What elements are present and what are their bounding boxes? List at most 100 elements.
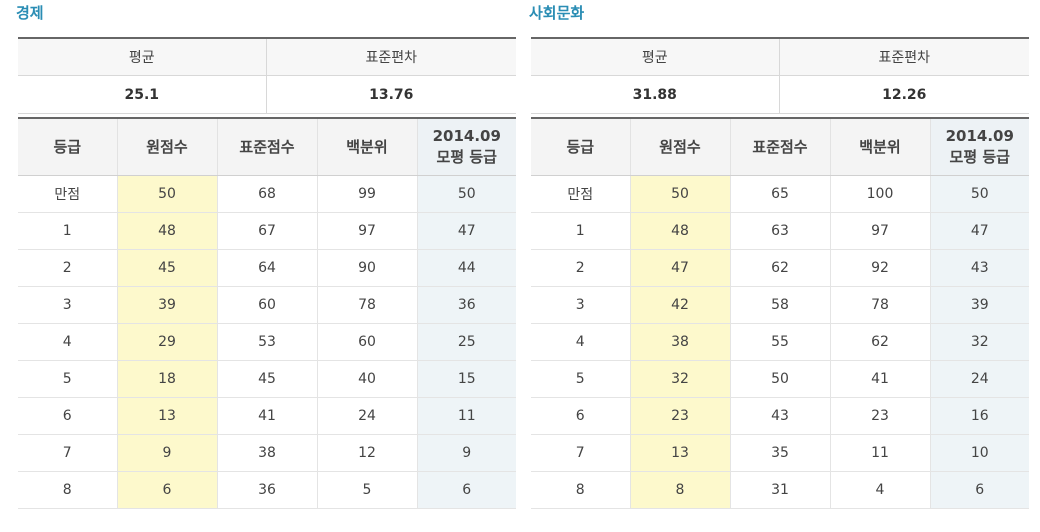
standard-score-cell: 36 <box>217 471 318 509</box>
table-row: 7 9 38 12 9 <box>18 434 516 472</box>
summary-table: 평균 표준편차 25.1 13.76 <box>18 37 516 114</box>
percentile-cell: 24 <box>317 397 418 435</box>
percentile-cell: 97 <box>830 212 931 250</box>
standard-score-cell: 45 <box>217 360 318 398</box>
grade-cell: 2 <box>531 249 631 287</box>
raw-score-cell: 13 <box>117 397 218 435</box>
grade-table-header-row: 등급 원점수 표준점수 백분위 2014.09 모평 등급 <box>18 118 516 176</box>
table-row: 1 48 67 97 47 <box>18 212 516 250</box>
raw-score-cell: 23 <box>630 397 731 435</box>
percentile-cell: 60 <box>317 323 418 361</box>
raw-score-cell: 38 <box>630 323 731 361</box>
raw-score-cell: 32 <box>630 360 731 398</box>
raw-score-cell: 45 <box>117 249 218 287</box>
grade-cell: 4 <box>18 323 118 361</box>
table-row: 3 39 60 78 36 <box>18 286 516 324</box>
mock-grade-cell: 50 <box>417 175 516 213</box>
table-row: 만점 50 68 99 50 <box>18 175 516 213</box>
col-header-percentile: 백분위 <box>830 118 931 176</box>
grade-cell: 5 <box>18 360 118 398</box>
grade-cell: 6 <box>18 397 118 435</box>
col-header-raw: 원점수 <box>117 118 218 176</box>
col-header-mock-line1: 2014.09 <box>945 127 1014 145</box>
mock-grade-cell: 10 <box>930 434 1029 472</box>
mock-grade-cell: 44 <box>417 249 516 287</box>
standard-score-cell: 67 <box>217 212 318 250</box>
raw-score-cell: 29 <box>117 323 218 361</box>
mock-grade-cell: 25 <box>417 323 516 361</box>
col-header-percentile: 백분위 <box>317 118 418 176</box>
raw-score-cell: 39 <box>117 286 218 324</box>
mock-grade-cell: 6 <box>930 471 1029 509</box>
table-row: 6 13 41 24 11 <box>18 397 516 435</box>
grade-cell: 1 <box>18 212 118 250</box>
percentile-cell: 90 <box>317 249 418 287</box>
mock-grade-cell: 6 <box>417 471 516 509</box>
percentile-cell: 100 <box>830 175 931 213</box>
mock-grade-cell: 47 <box>930 212 1029 250</box>
percentile-cell: 78 <box>317 286 418 324</box>
mock-grade-cell: 50 <box>930 175 1029 213</box>
mock-grade-cell: 43 <box>930 249 1029 287</box>
average-header: 평균 <box>531 38 780 76</box>
standard-score-cell: 50 <box>730 360 831 398</box>
percentile-cell: 23 <box>830 397 931 435</box>
mock-grade-cell: 47 <box>417 212 516 250</box>
grade-cell: 7 <box>531 434 631 472</box>
grade-cell: 2 <box>18 249 118 287</box>
table-row: 만점 50 65 100 50 <box>531 175 1029 213</box>
grade-table-header-row: 등급 원점수 표준점수 백분위 2014.09 모평 등급 <box>531 118 1029 176</box>
grade-table-body: 만점 50 65 100 50 1 48 63 97 47 2 47 62 92 43 3 42 58 78 39 4 3… <box>531 175 1029 509</box>
grade-cell: 8 <box>18 471 118 509</box>
grade-cell: 1 <box>531 212 631 250</box>
mock-grade-cell: 24 <box>930 360 1029 398</box>
raw-score-cell: 8 <box>630 471 731 509</box>
percentile-cell: 5 <box>317 471 418 509</box>
col-header-standard: 표준점수 <box>217 118 318 176</box>
mock-grade-cell: 16 <box>930 397 1029 435</box>
percentile-cell: 12 <box>317 434 418 472</box>
standard-score-cell: 62 <box>730 249 831 287</box>
standard-score-cell: 60 <box>217 286 318 324</box>
col-header-mock: 2014.09 모평 등급 <box>417 118 516 176</box>
standard-score-cell: 64 <box>217 249 318 287</box>
mock-grade-cell: 39 <box>930 286 1029 324</box>
grade-cell: 만점 <box>531 175 631 213</box>
percentile-cell: 11 <box>830 434 931 472</box>
table-row: 6 23 43 23 16 <box>531 397 1029 435</box>
grade-cell: 4 <box>531 323 631 361</box>
average-value: 31.88 <box>531 75 780 114</box>
standard-score-cell: 63 <box>730 212 831 250</box>
col-header-grade: 등급 <box>18 118 118 176</box>
col-header-standard: 표준점수 <box>730 118 831 176</box>
average-value: 25.1 <box>18 75 267 114</box>
average-header: 평균 <box>18 38 267 76</box>
standard-score-cell: 43 <box>730 397 831 435</box>
panel-title: 경제 <box>16 4 44 22</box>
standard-score-cell: 58 <box>730 286 831 324</box>
table-row: 4 38 55 62 32 <box>531 323 1029 361</box>
percentile-cell: 62 <box>830 323 931 361</box>
standard-score-cell: 53 <box>217 323 318 361</box>
table-row: 5 18 45 40 15 <box>18 360 516 398</box>
grade-cell: 8 <box>531 471 631 509</box>
standard-score-cell: 68 <box>217 175 318 213</box>
raw-score-cell: 50 <box>630 175 731 213</box>
stdev-header: 표준편차 <box>779 38 1029 76</box>
grade-cell: 7 <box>18 434 118 472</box>
table-row: 8 8 31 4 6 <box>531 471 1029 509</box>
standard-score-cell: 35 <box>730 434 831 472</box>
raw-score-cell: 13 <box>630 434 731 472</box>
stdev-value: 12.26 <box>779 75 1029 114</box>
percentile-cell: 78 <box>830 286 931 324</box>
standard-score-cell: 31 <box>730 471 831 509</box>
stdev-header: 표준편차 <box>266 38 516 76</box>
raw-score-cell: 6 <box>117 471 218 509</box>
col-header-raw: 원점수 <box>630 118 731 176</box>
mock-grade-cell: 15 <box>417 360 516 398</box>
grade-cell: 3 <box>18 286 118 324</box>
panel-title: 사회문화 <box>529 4 585 22</box>
percentile-cell: 4 <box>830 471 931 509</box>
grade-table: 등급 원점수 표준점수 백분위 2014.09 모평 등급 만점 50 65 100 5… <box>531 117 1029 509</box>
mock-grade-cell: 32 <box>930 323 1029 361</box>
